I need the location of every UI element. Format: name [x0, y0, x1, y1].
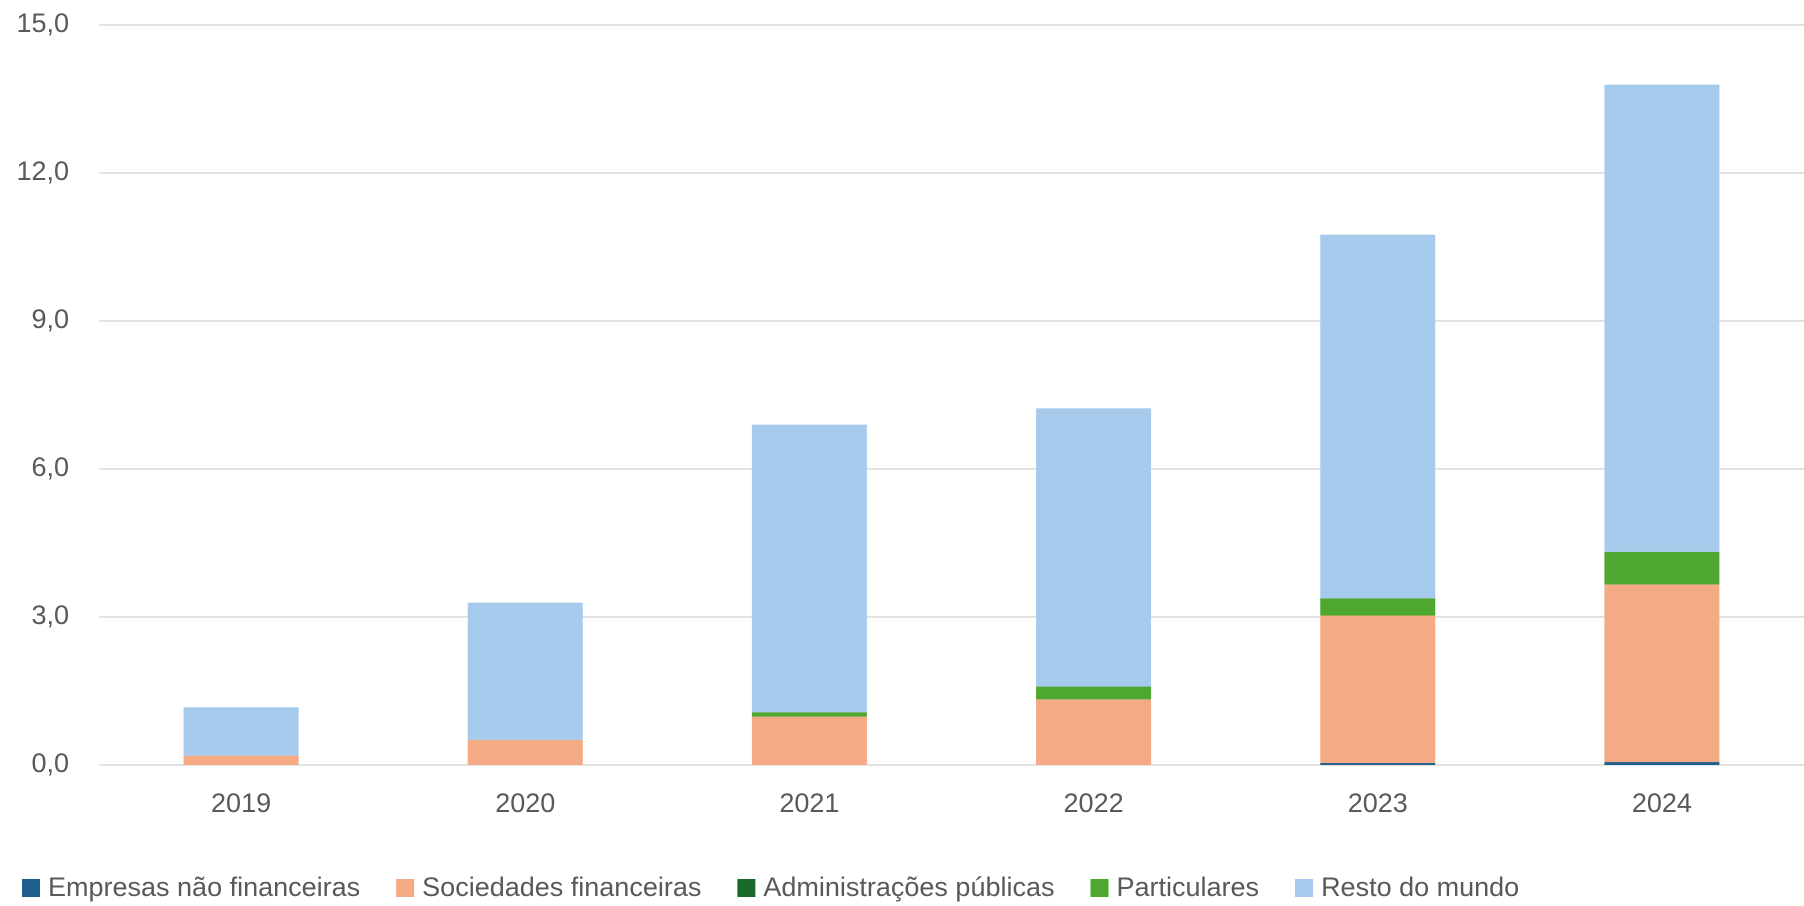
bar-segment [751, 712, 867, 717]
legend-swatch [1090, 879, 1109, 897]
legend-swatch [737, 879, 756, 897]
y-tick-label: 0,0 [31, 748, 69, 778]
bar-segment [467, 739, 583, 765]
x-tick-label: 2023 [1348, 788, 1408, 818]
legend-label: Empresas não financeiras [48, 872, 360, 902]
x-tick-label: 2024 [1632, 788, 1692, 818]
legend-label: Sociedades financeiras [422, 872, 701, 902]
legend-swatch [396, 879, 415, 897]
x-tick-label: 2022 [1064, 788, 1124, 818]
bar-segment [1320, 615, 1436, 764]
bar-segment [751, 716, 867, 765]
x-tick-label: 2019 [211, 788, 271, 818]
bar-segment [1604, 551, 1720, 585]
legend-label: Resto do mundo [1321, 872, 1519, 902]
bar-segment [1604, 762, 1720, 765]
x-tick-label: 2021 [779, 788, 839, 818]
bar-segment [1320, 234, 1436, 599]
bar-segment [1604, 584, 1720, 763]
bar-segment [467, 602, 583, 740]
legend-label: Administrações públicas [763, 872, 1054, 902]
y-tick-label: 6,0 [31, 452, 69, 482]
bar-segment [183, 707, 299, 756]
legend-swatch [1295, 879, 1314, 897]
bar-segment [1036, 408, 1152, 687]
bar-segment [1320, 598, 1436, 616]
bar-segment [183, 755, 299, 765]
bar-segment [751, 424, 867, 713]
bar-segment [1320, 763, 1436, 765]
bar-segment [1036, 699, 1152, 765]
y-tick-label: 15,0 [16, 8, 69, 38]
x-tick-label: 2020 [495, 788, 555, 818]
legend-swatch [22, 879, 40, 897]
bar-segment [1604, 84, 1720, 552]
y-tick-label: 9,0 [31, 304, 69, 334]
bar-segment [1036, 686, 1152, 700]
legend-label: Particulares [1117, 872, 1260, 902]
y-tick-label: 3,0 [31, 600, 69, 630]
y-tick-label: 12,0 [16, 156, 69, 186]
